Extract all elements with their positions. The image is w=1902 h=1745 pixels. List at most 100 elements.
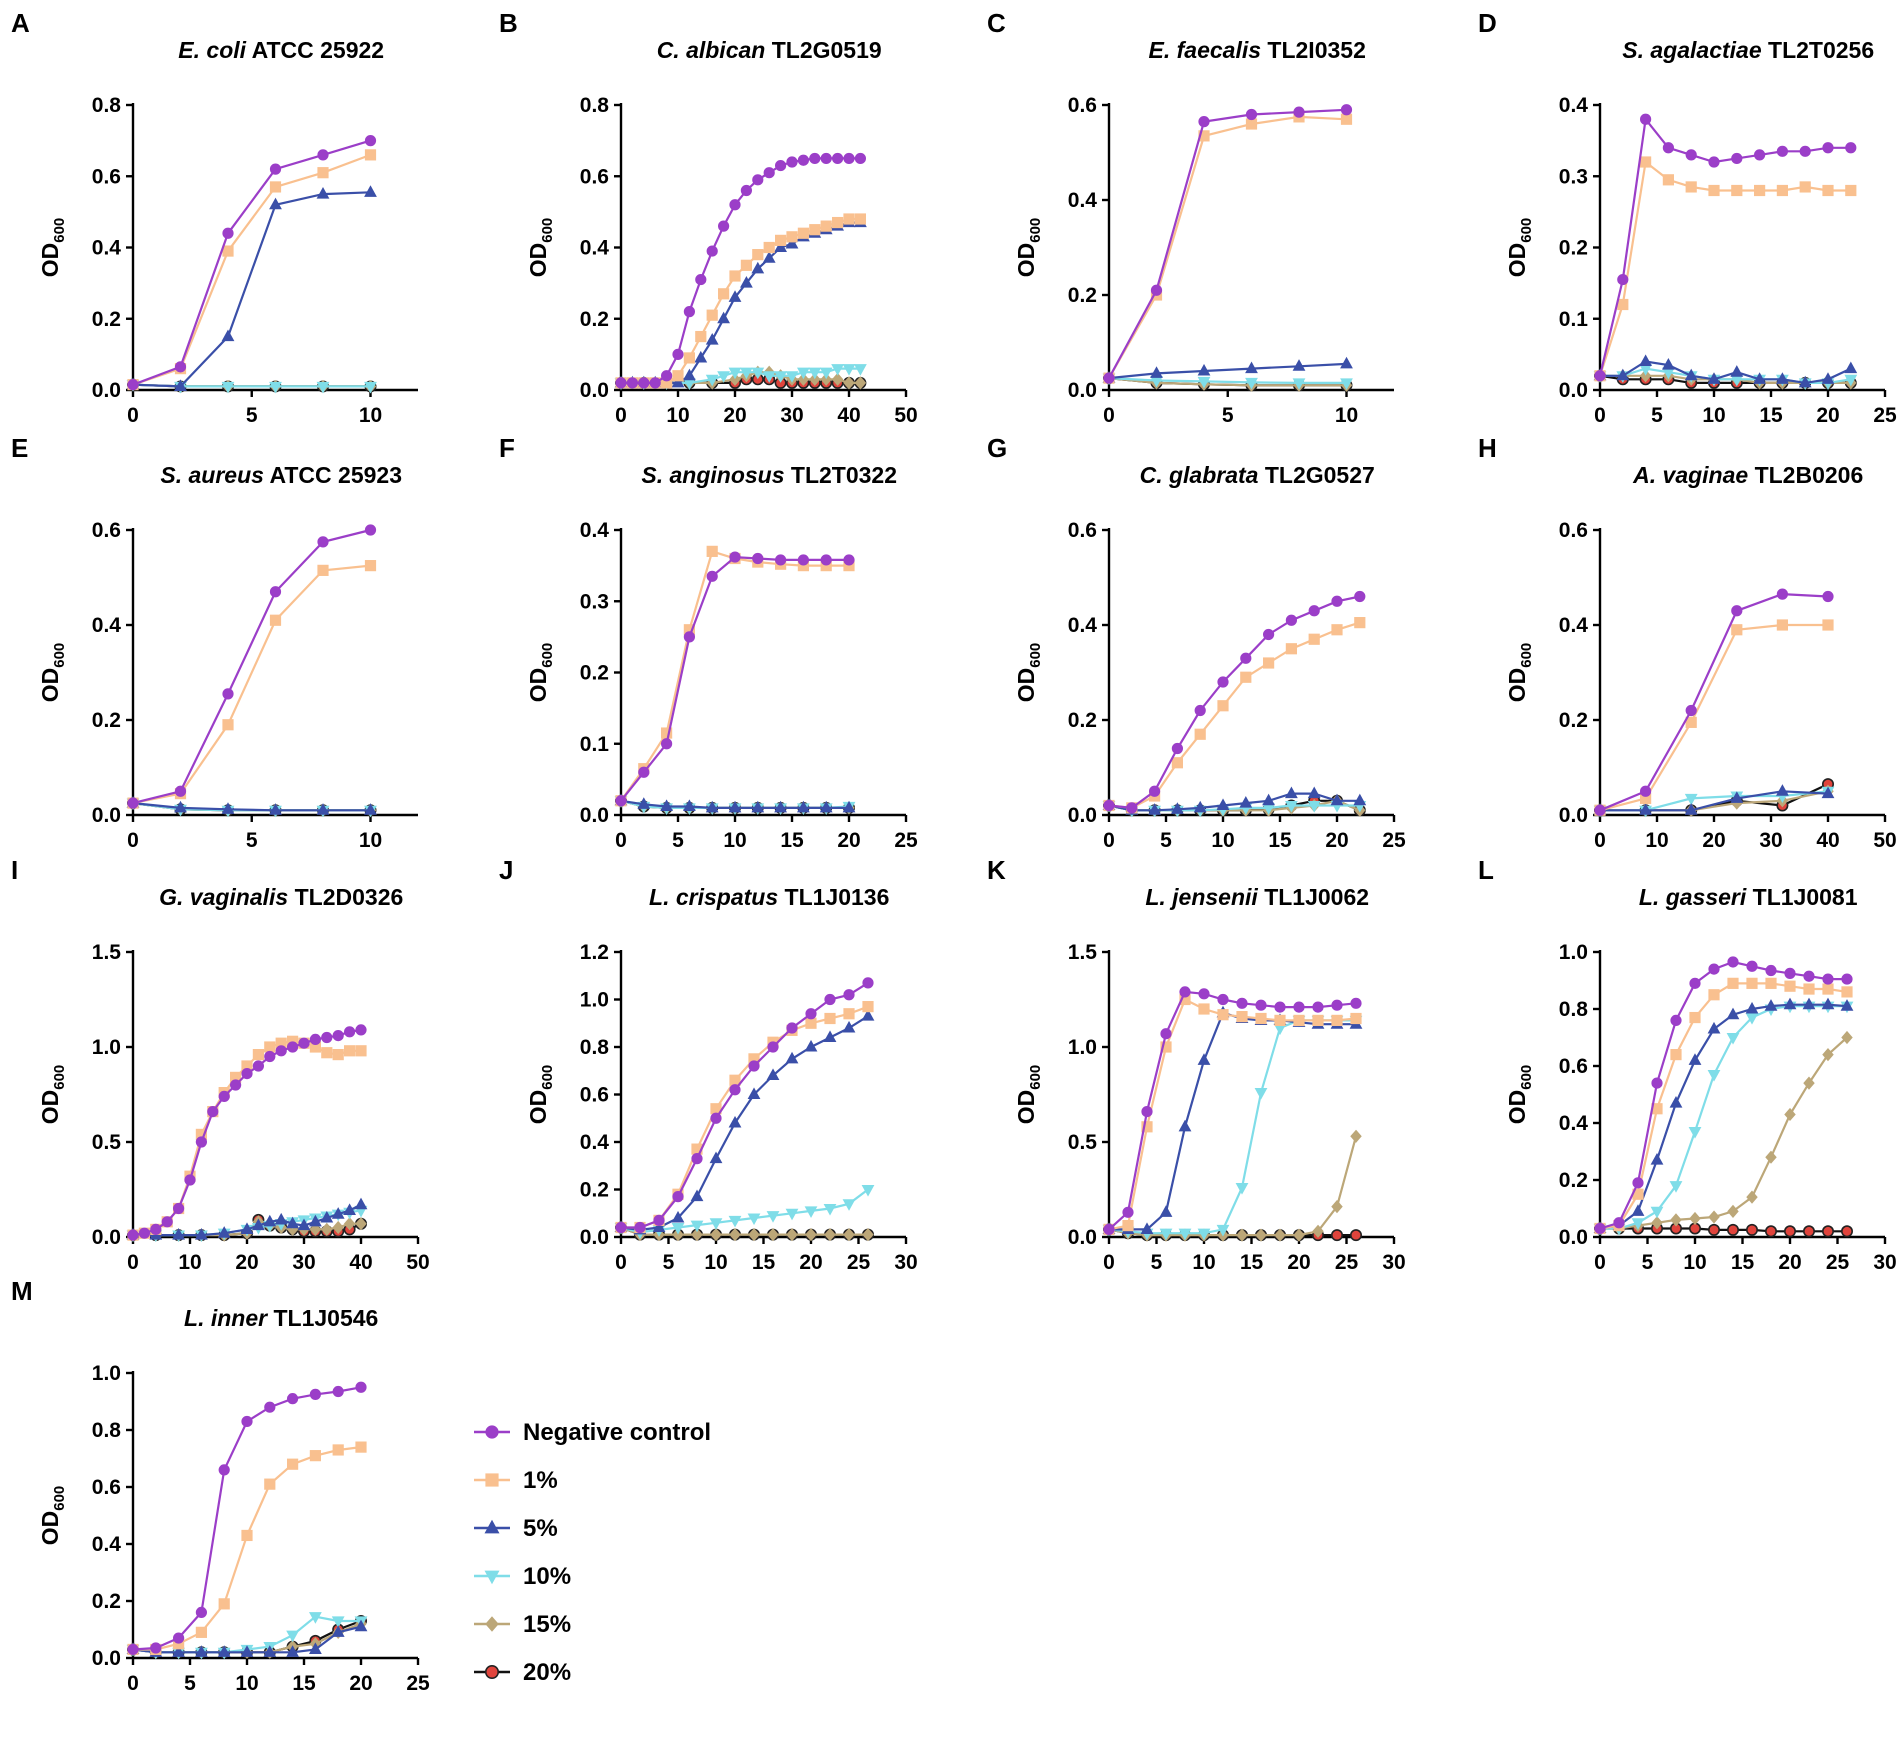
data-point-p5-l <box>1802 997 1816 1010</box>
data-point-p1-b <box>797 227 810 239</box>
data-point-p1-c <box>1340 113 1353 125</box>
data-point-p10-m <box>309 1612 322 1624</box>
data-point-p1-b <box>695 330 707 343</box>
data-point-neg-g <box>1308 605 1320 617</box>
x-tick-label-f: 5 <box>672 829 684 852</box>
data-point-p15-b <box>854 376 867 390</box>
series-neg-a <box>127 135 377 391</box>
y-axis-label-b: OD600 <box>525 218 556 278</box>
data-point-p10-b <box>751 367 765 380</box>
panel-letter-e: E <box>11 433 28 463</box>
data-point-p5-j <box>747 1087 761 1100</box>
data-point-p20-l <box>1727 1223 1740 1236</box>
data-point-p10-a <box>221 381 235 394</box>
data-point-neg-j <box>767 1041 779 1053</box>
data-point-p1-l <box>1784 980 1796 992</box>
data-point-p15-j <box>729 1228 741 1242</box>
y-tick-label-c: 0.6 <box>1068 94 1097 117</box>
data-point-neg-b <box>695 273 707 286</box>
data-point-p5-m <box>240 1645 254 1657</box>
x-tick-label-l: 15 <box>1731 1251 1755 1274</box>
data-point-p1-b <box>820 220 832 232</box>
y-tick-label-m: 0.6 <box>92 1476 121 1499</box>
legend-marker-neg <box>485 1425 499 1439</box>
data-point-p5-f <box>819 800 833 813</box>
y-tick-label-m: 0.0 <box>92 1647 121 1670</box>
data-point-p1-d <box>1845 184 1857 197</box>
x-tick-label-j: 10 <box>704 1251 727 1274</box>
data-point-neg-k <box>1236 997 1248 1009</box>
series-line-p10-c <box>1108 377 1347 384</box>
data-point-neg-i <box>127 1229 139 1241</box>
data-point-neg-a <box>222 227 234 239</box>
data-point-p15-l <box>1708 1210 1720 1224</box>
y-axis-label-main-g: OD <box>1013 668 1039 703</box>
panel-title-g: C. glabrata TL2G0527 <box>1140 462 1375 488</box>
x-tick-label-l: 0 <box>1594 1251 1606 1274</box>
data-point-p5-h <box>1639 803 1652 815</box>
y-tick-label-i: 1.0 <box>92 1036 121 1059</box>
y-tick-label-d: 0.1 <box>1559 308 1589 331</box>
data-point-p5-h <box>1821 786 1835 799</box>
data-point-p10-b <box>717 371 730 383</box>
series-p5-l <box>1593 997 1854 1234</box>
x-tick-label-k: 10 <box>1192 1251 1215 1274</box>
panel-title-strain-f: TL2T0322 <box>785 462 898 488</box>
x-tick-label-d: 25 <box>1873 404 1897 427</box>
y-tick-label-k: 1.5 <box>1068 941 1098 964</box>
y-axis-label-e: OD600 <box>37 643 68 703</box>
x-tick-label-k: 5 <box>1151 1251 1163 1274</box>
x-tick-label-m: 10 <box>235 1672 258 1695</box>
data-point-p1-j <box>824 1012 836 1025</box>
data-point-neg-b <box>774 159 787 172</box>
x-tick-label-d: 5 <box>1651 404 1663 427</box>
y-tick-label-g: 0.0 <box>1068 804 1097 827</box>
data-point-p1-b <box>775 234 787 246</box>
data-point-p5-i <box>297 1218 311 1231</box>
data-point-p5-j <box>709 1151 723 1164</box>
data-point-p1-d <box>1822 184 1834 197</box>
x-tick-label-c: 10 <box>1335 404 1358 427</box>
panel-title-e: S. aureus ATCC 25923 <box>160 462 402 488</box>
series-line-neg-h <box>1599 592 1829 812</box>
series-line-p1-e <box>132 564 371 805</box>
data-point-neg-d <box>1799 145 1811 157</box>
panel-letter-j: J <box>499 855 513 885</box>
panel-e: E S. aureus ATCC 25923 0 5 10 0.0 0.2 0.4 0.6 OD6… <box>11 433 418 852</box>
data-point-p5-b <box>683 368 696 381</box>
data-point-neg-a <box>317 149 329 161</box>
legend: Negative control 1% 5% 10% 15% 20% <box>474 1419 711 1686</box>
data-point-neg-b <box>763 167 775 179</box>
x-tick-label-e: 5 <box>246 829 258 852</box>
data-point-neg-f <box>638 766 650 778</box>
data-point-p5-i <box>263 1214 277 1227</box>
x-tick-label-b: 40 <box>837 404 860 427</box>
data-point-p15-k <box>1274 1228 1286 1242</box>
data-point-p1-b <box>683 352 696 364</box>
data-point-neg-i <box>161 1216 173 1228</box>
data-point-p5-k <box>1197 1053 1211 1065</box>
x-tick-label-j: 15 <box>752 1251 776 1274</box>
x-tick-label-h: 30 <box>1759 829 1782 852</box>
x-tick-label-l: 20 <box>1778 1251 1801 1274</box>
data-point-p5-j <box>842 1020 856 1033</box>
data-point-neg-b <box>660 370 673 382</box>
data-point-neg-d <box>1708 156 1720 168</box>
data-point-p1-g <box>1263 657 1275 669</box>
y-tick-label-d: 0.4 <box>1559 94 1589 117</box>
data-point-p1-a <box>364 149 377 161</box>
data-point-neg-k <box>1160 1028 1172 1040</box>
y-axis-label-main-b: OD <box>525 243 551 278</box>
data-point-p1-k <box>1141 1121 1153 1133</box>
data-point-neg-g <box>1217 676 1229 688</box>
panel-title-species-a: E. coli <box>178 37 246 63</box>
data-point-p5-m <box>172 1645 185 1657</box>
x-tick-label-j: 25 <box>847 1251 871 1274</box>
data-point-neg-f <box>660 738 673 750</box>
series-line-neg-e <box>132 528 371 805</box>
data-point-neg-i <box>138 1227 150 1239</box>
y-axis-label-sub-b: 600 <box>539 218 556 243</box>
panel-title-species-d: S. agalactiae <box>1622 37 1762 63</box>
series-neg-i <box>127 1024 367 1241</box>
data-point-p5-m <box>195 1645 208 1657</box>
